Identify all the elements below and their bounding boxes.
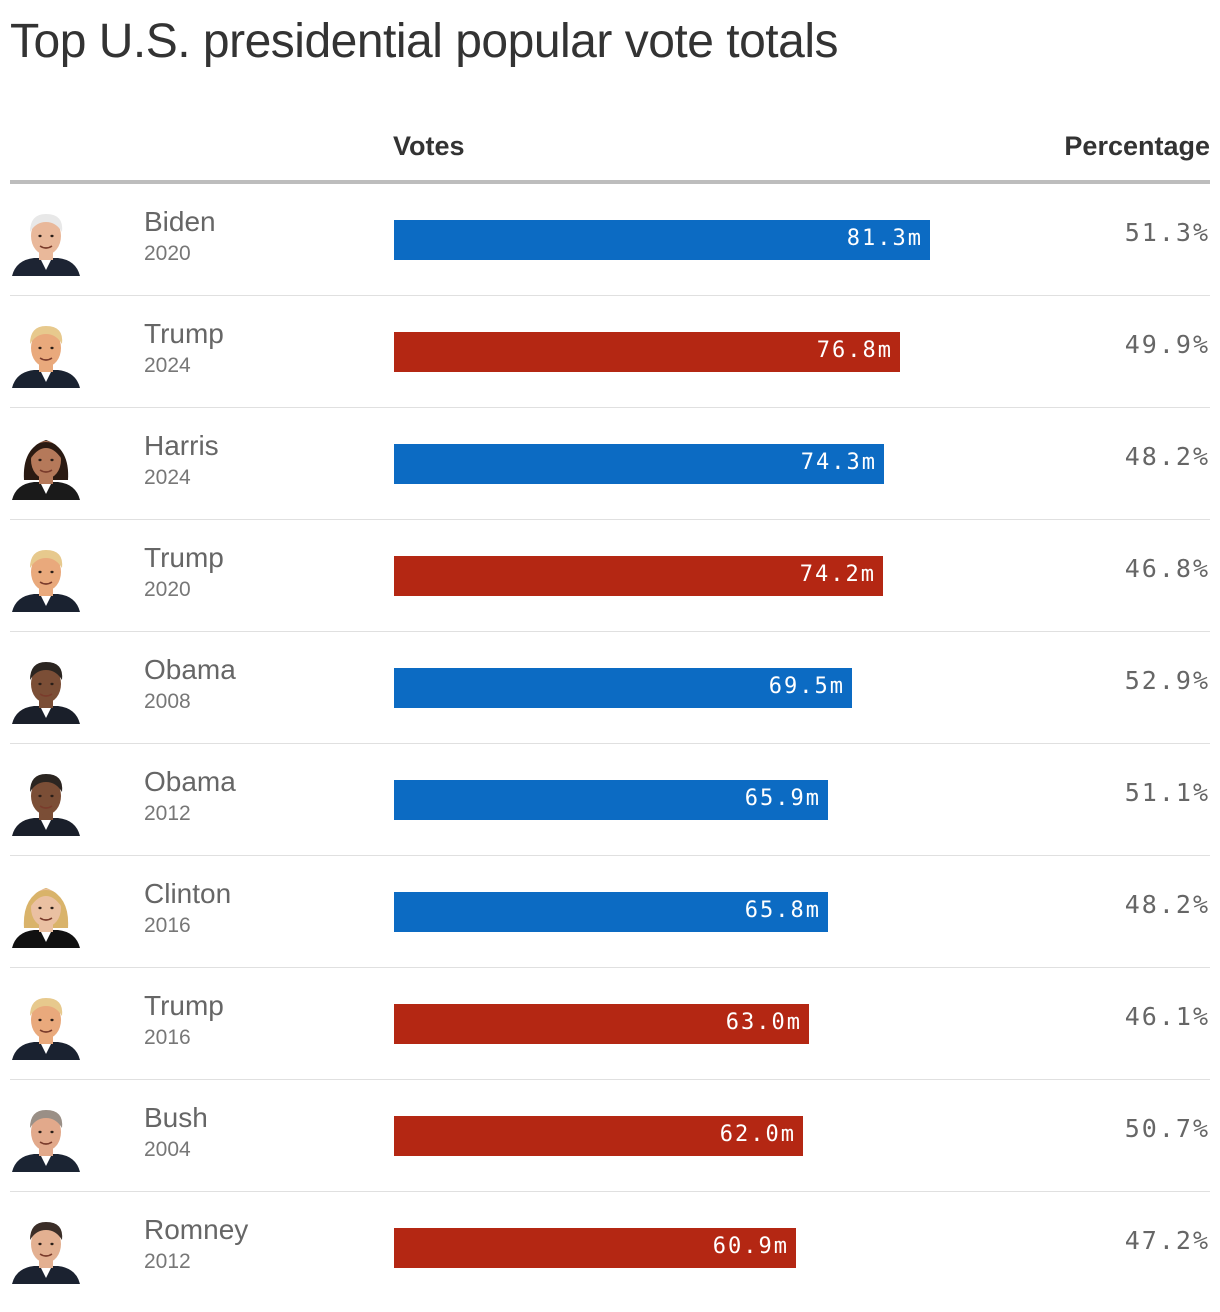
vote-bar-label: 65.9m xyxy=(744,786,821,811)
table-row: Trump 2016 63.0m 46.1% xyxy=(10,968,1210,1080)
vote-bar: 65.8m xyxy=(394,892,828,932)
vote-bar-label: 62.0m xyxy=(719,1122,796,1147)
harris-portrait-icon xyxy=(10,428,82,500)
table-row: Obama 2008 69.5m 52.9% xyxy=(10,632,1210,744)
trump-portrait-icon xyxy=(10,540,82,612)
candidate-name: Obama xyxy=(144,654,236,685)
election-year: 2024 xyxy=(144,466,191,489)
obama-portrait-icon xyxy=(10,652,82,724)
vote-percentage: 51.1% xyxy=(1124,778,1210,807)
chart-title: Top U.S. presidential popular vote total… xyxy=(10,15,838,68)
vote-bar-label: 76.8m xyxy=(816,338,893,363)
vote-percentage: 48.2% xyxy=(1124,890,1210,919)
table-row: Obama 2012 65.9m 51.1% xyxy=(10,744,1210,856)
vote-bar: 65.9m xyxy=(394,780,828,820)
vote-bar: 81.3m xyxy=(394,220,930,260)
election-year: 2020 xyxy=(144,578,191,601)
trump-portrait-icon xyxy=(10,988,82,1060)
obama-portrait-icon xyxy=(10,764,82,836)
votes-column-header: Votes xyxy=(393,131,465,161)
vote-bar: 74.3m xyxy=(394,444,884,484)
election-year: 2012 xyxy=(144,802,191,825)
biden-portrait-icon xyxy=(10,204,82,276)
candidate-name: Trump xyxy=(144,990,224,1021)
candidate-name: Bush xyxy=(144,1102,208,1133)
vote-bar: 74.2m xyxy=(394,556,883,596)
candidate-name: Trump xyxy=(144,318,224,349)
vote-bar: 60.9m xyxy=(394,1228,796,1268)
trump-portrait-icon xyxy=(10,316,82,388)
election-year: 2016 xyxy=(144,914,191,937)
vote-bar-label: 74.3m xyxy=(800,450,877,475)
table-row: Biden 2020 81.3m 51.3% xyxy=(10,184,1210,296)
candidate-name: Harris xyxy=(144,430,219,461)
vote-percentage: 48.2% xyxy=(1124,442,1210,471)
vote-percentage: 50.7% xyxy=(1124,1114,1210,1143)
vote-bar: 63.0m xyxy=(394,1004,809,1044)
vote-bar-label: 74.2m xyxy=(799,562,876,587)
election-year: 2012 xyxy=(144,1250,191,1273)
table-row: Bush 2004 62.0m 50.7% xyxy=(10,1080,1210,1192)
vote-percentage: 49.9% xyxy=(1124,330,1210,359)
clinton-portrait-icon xyxy=(10,876,82,948)
election-year: 2004 xyxy=(144,1138,191,1161)
vote-bar-label: 65.8m xyxy=(744,898,821,923)
vote-bar: 69.5m xyxy=(394,668,852,708)
vote-bar-label: 60.9m xyxy=(712,1234,789,1259)
vote-percentage: 51.3% xyxy=(1124,218,1210,247)
vote-bar-label: 63.0m xyxy=(725,1010,802,1035)
vote-bar: 76.8m xyxy=(394,332,900,372)
header-divider xyxy=(10,180,1210,184)
romney-portrait-icon xyxy=(10,1212,82,1284)
table-row: Clinton 2016 65.8m 48.2% xyxy=(10,856,1210,968)
percentage-column-header: Percentage xyxy=(1064,131,1210,161)
vote-bar-label: 81.3m xyxy=(846,226,923,251)
table-row: Trump 2024 76.8m 49.9% xyxy=(10,296,1210,408)
vote-bar: 62.0m xyxy=(394,1116,803,1156)
candidate-name: Clinton xyxy=(144,878,232,909)
table-row: Harris 2024 74.3m 48.2% xyxy=(10,408,1210,520)
vote-percentage: 46.8% xyxy=(1124,554,1210,583)
vote-bar-label: 69.5m xyxy=(768,674,845,699)
candidate-name: Obama xyxy=(144,766,236,797)
vote-percentage: 52.9% xyxy=(1124,666,1210,695)
chart-rows: Biden 2020 81.3m 51.3% Trump 2024 76.8m 49.9% Ha… xyxy=(10,184,1210,1304)
election-year: 2008 xyxy=(144,690,191,713)
candidate-name: Biden xyxy=(144,206,216,237)
vote-percentage: 47.2% xyxy=(1124,1226,1210,1255)
table-row: Romney 2012 60.9m 47.2% xyxy=(10,1192,1210,1304)
bush-portrait-icon xyxy=(10,1100,82,1172)
candidate-name: Trump xyxy=(144,542,224,573)
election-year: 2024 xyxy=(144,354,191,377)
table-row: Trump 2020 74.2m 46.8% xyxy=(10,520,1210,632)
candidate-name: Romney xyxy=(144,1214,249,1245)
election-year: 2016 xyxy=(144,1026,191,1049)
vote-percentage: 46.1% xyxy=(1124,1002,1210,1031)
election-year: 2020 xyxy=(144,242,191,265)
